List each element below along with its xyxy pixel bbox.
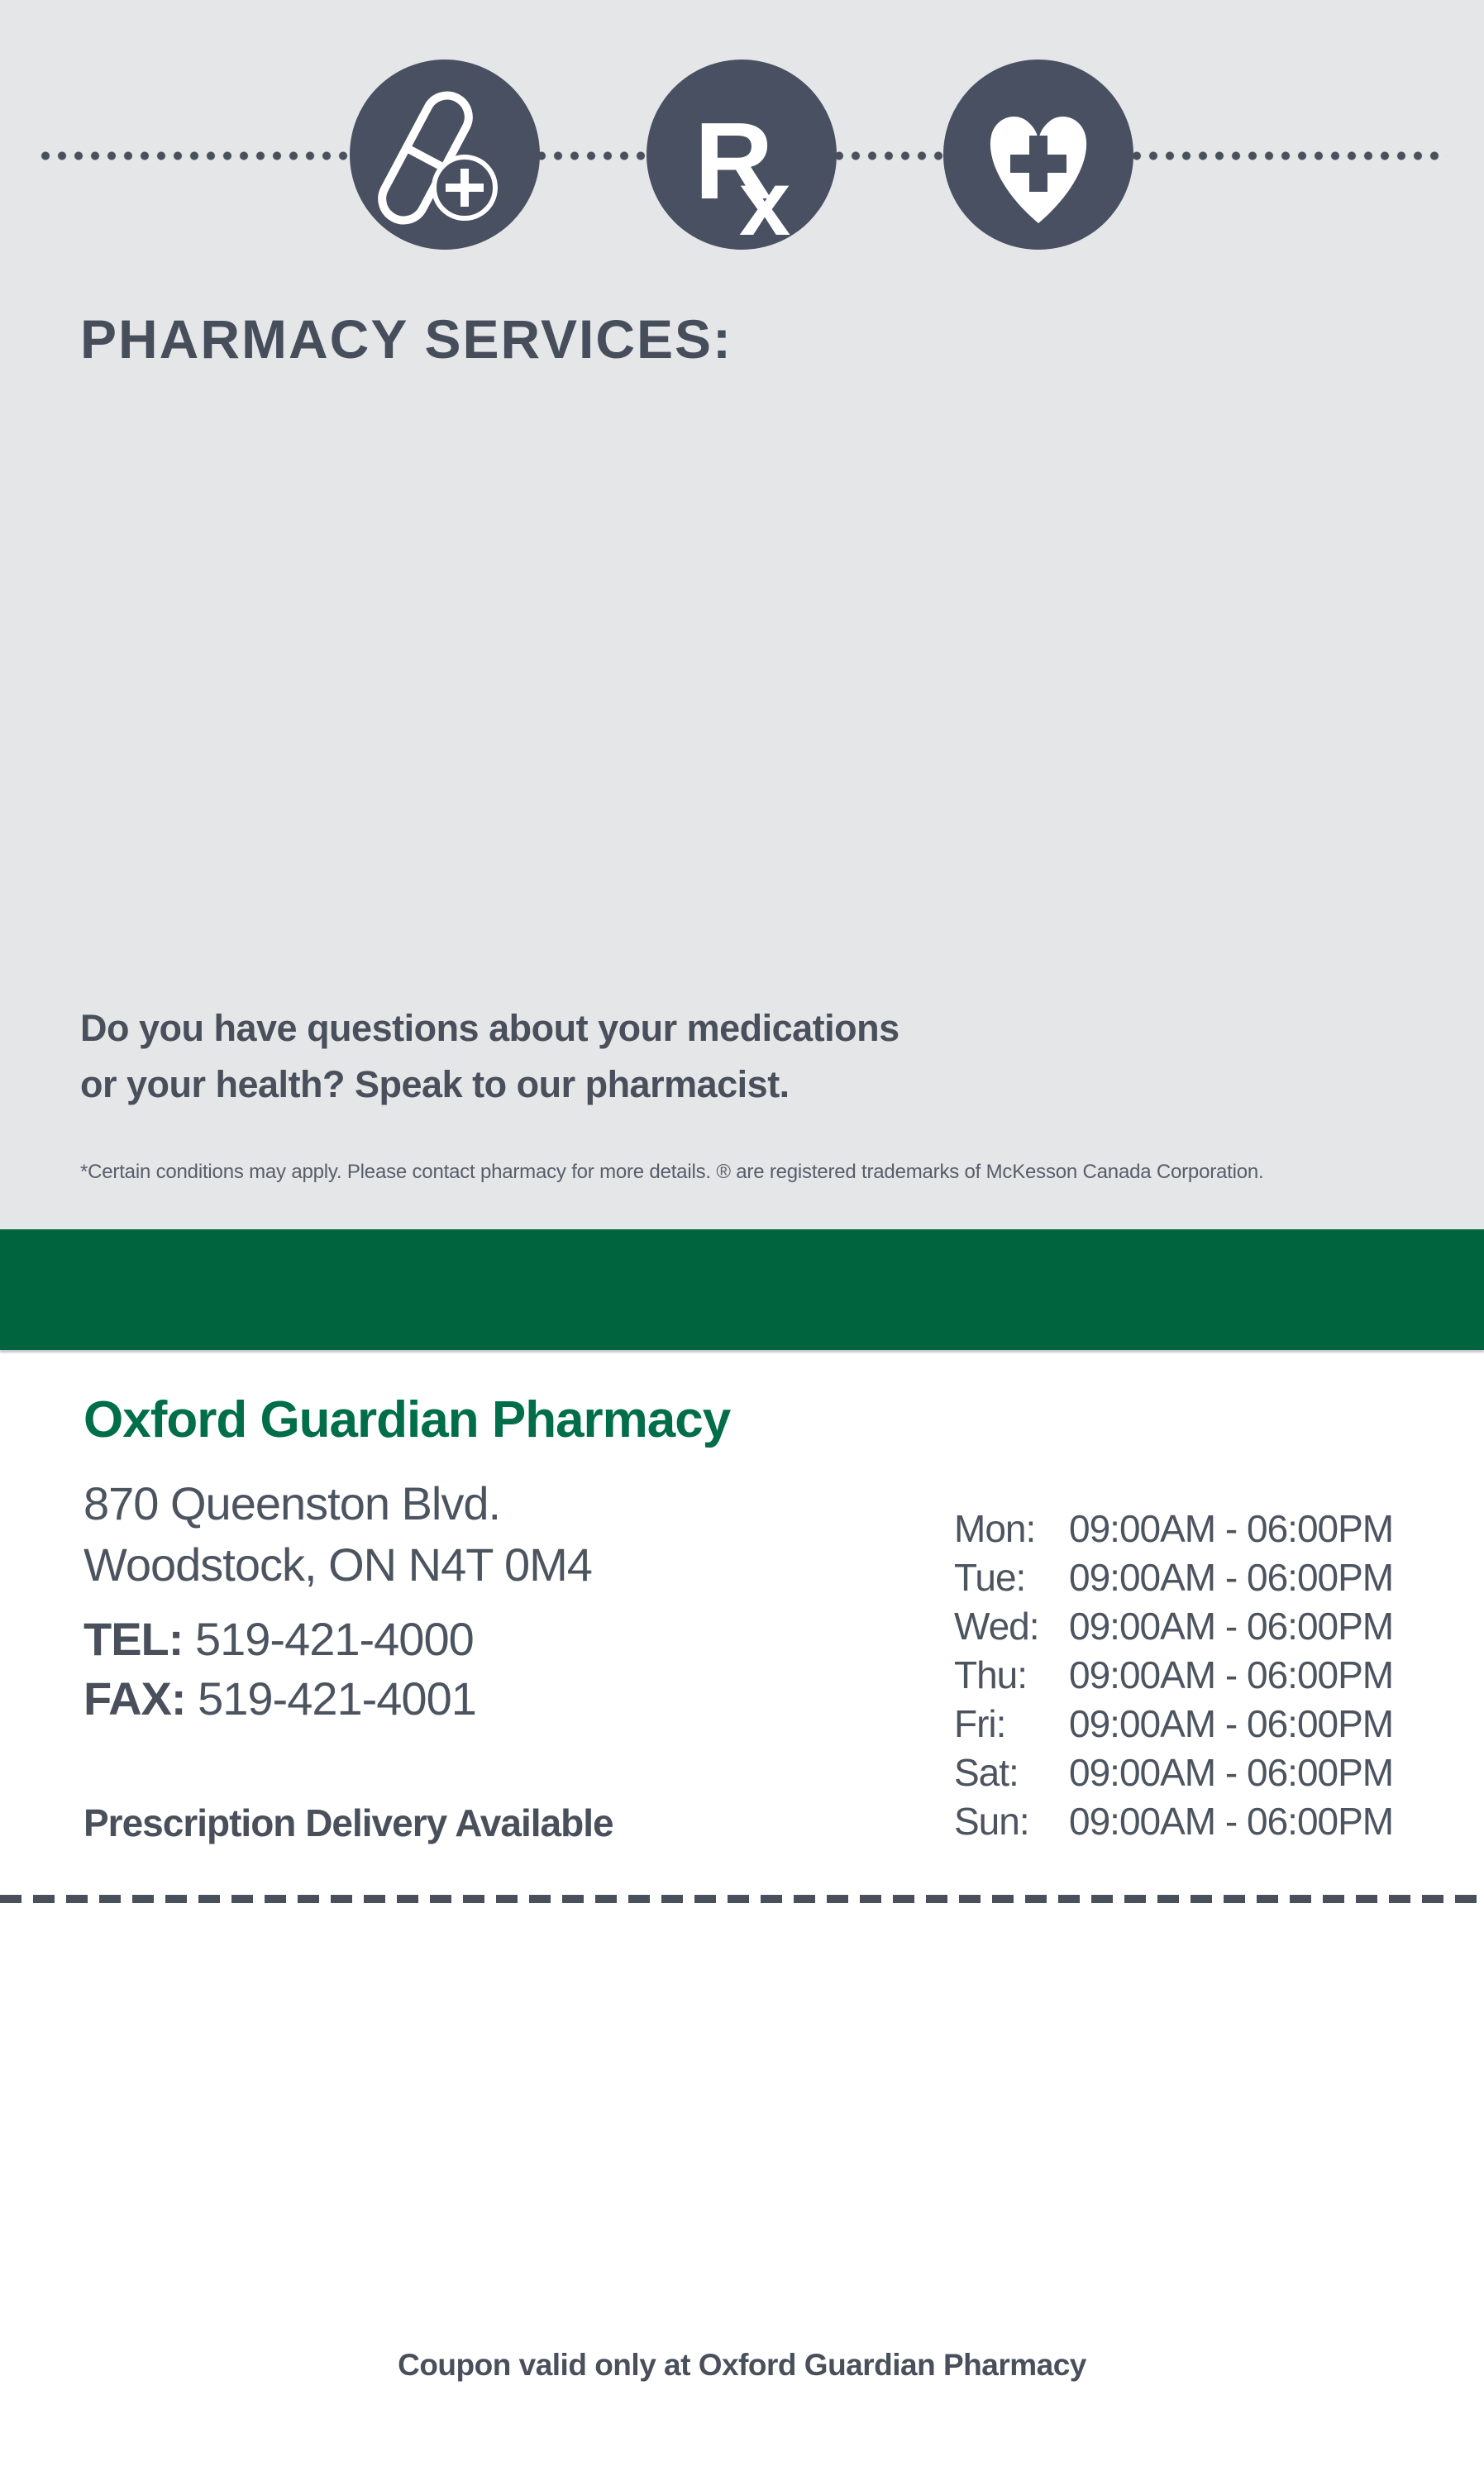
hours-day: Sun: [954,1800,1030,1843]
hours-time: 09:00AM - 06:00PM [1069,1507,1394,1550]
hours-day: Fri: [954,1702,1006,1745]
hours-time: 09:00AM - 06:00PM [1069,1751,1394,1794]
services-panel: R x PHARMACY SERVICES: Do you have quest… [0,0,1484,1229]
hours-row: Mon: 09:00AM - 06:00PM [954,1505,1394,1553]
heart-plus-icon [943,60,1133,250]
hours-row: Sun: 09:00AM - 06:00PM [954,1797,1394,1846]
fax-number: 519-421-4001 [198,1672,477,1725]
hours-time: 09:00AM - 06:00PM [1069,1702,1394,1745]
guardian-logo-text: Guardian [1096,2465,1432,2476]
address-line-1: 870 Queenston Blvd. [84,1477,501,1529]
hours-time: 09:00AM - 06:00PM [1069,1605,1394,1648]
hours-table: Mon: 09:00AM - 06:00PM Tue: 09:00AM - 06:0… [954,1505,1394,1846]
rx-letter-x: x [739,151,790,250]
hours-row: Wed: 09:00AM - 06:00PM [954,1602,1394,1651]
address-line-2: Woodstock, ON N4T 0M4 [84,1539,593,1591]
fax-label: FAX: [84,1672,187,1725]
coupon-note: Coupon valid only at Oxford Guardian Pha… [398,2348,1086,2382]
tel-number: 519-421-4000 [194,1613,475,1665]
hours-day: Mon: [954,1507,1036,1550]
hours-day: Sat: [954,1751,1019,1794]
hours-day: Tue: [954,1556,1026,1599]
coupon-cut-line [0,1895,1484,1903]
tel-label: TEL: [84,1613,184,1665]
pill-plus-icon [350,60,540,250]
hours-row: Sat: 09:00AM - 06:00PM [954,1748,1394,1797]
hours-time: 09:00AM - 06:00PM [1069,1653,1394,1696]
hours-day: Thu: [954,1653,1028,1696]
pharmacy-name: Oxford Guardian Pharmacy [84,1391,731,1448]
hours-row: Fri: 09:00AM - 06:00PM [954,1700,1394,1748]
phone-line: TEL: 519-421-4000 [84,1612,475,1666]
hours-day: Wed: [954,1605,1040,1648]
hours-time: 09:00AM - 06:00PM [1069,1800,1394,1843]
guardian-logo: Guardian ® [1096,2465,1432,2476]
question-line-1: Do you have questions about your medicat… [80,1007,899,1049]
question-line-2: or your health? Speak to our pharmacist. [80,1063,790,1105]
rx-icon: R x [647,60,837,250]
hours-time: 09:00AM - 06:00PM [1069,1556,1394,1599]
hours-row: Tue: 09:00AM - 06:00PM [954,1553,1394,1602]
brand-band: Guardian ® [0,1229,1484,2476]
hours-row: Thu: 09:00AM - 06:00PM [954,1651,1394,1700]
pharmacist-question: Do you have questions about your medicat… [80,1000,899,1113]
legal-disclaimer: *Certain conditions may apply. Please co… [80,1161,1264,1183]
fax-line: FAX: 519-421-4001 [84,1672,477,1725]
delivery-note: Prescription Delivery Available [84,1801,614,1844]
pharmacy-address: 870 Queenston Blvd. Woodstock, ON N4T 0M… [84,1473,593,1596]
page-title: PHARMACY SERVICES: [80,308,733,370]
rx-letter-r: R [694,100,773,222]
